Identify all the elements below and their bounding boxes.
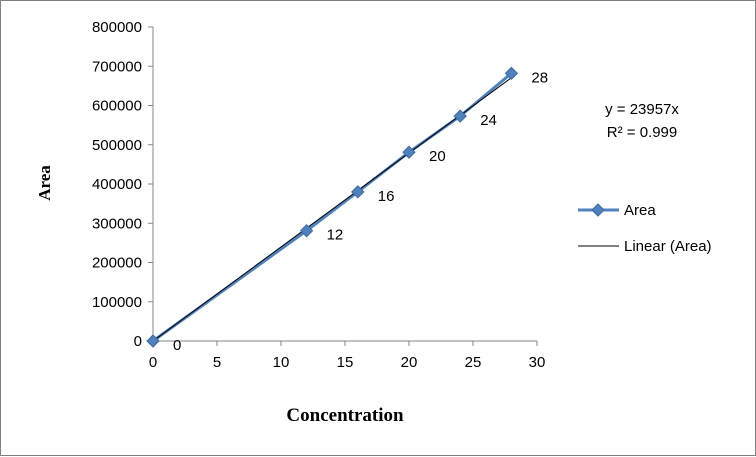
x-ticks: 0 5 10 15 20 25 30 [149,341,546,371]
x-tick-label: 0 [149,354,157,371]
x-tick-label: 10 [273,354,290,371]
data-point [299,224,314,238]
data-label: 24 [480,112,497,129]
y-tick-label: 100000 [92,294,142,311]
y-tick-label: 500000 [92,137,142,154]
y-tick-label: 600000 [92,98,142,115]
trendline-equation: y = 23957x R² = 0.999 [605,101,679,141]
data-point [504,66,519,81]
legend-swatch-area-marker [591,203,605,217]
y-tick-label: 0 [134,333,142,350]
x-tick-label: 30 [529,354,546,371]
y-tick-label: 200000 [92,255,142,272]
trendline-layer [152,77,512,342]
legend-label-linear: Linear (Area) [624,238,712,255]
data-point [351,185,365,199]
data-label: 16 [378,188,395,205]
data-label: 20 [429,148,446,165]
y-axis-title: Area [35,165,54,201]
y-tick-label: 400000 [92,176,142,193]
trendline-r-squared-text: R² = 0.999 [607,124,677,141]
y-tick-label: 300000 [92,215,142,232]
x-axis-title: Concentration [286,405,404,426]
data-point [146,334,160,348]
data-label: 12 [327,227,344,244]
x-tick-label: 5 [213,354,221,371]
data-point [453,109,467,123]
data-label-layer: 0 12 16 20 24 28 [173,69,548,354]
x-tick-label: 20 [401,354,418,371]
data-label: 0 [173,337,181,354]
marker-layer [146,66,519,348]
legend-label-area: Area [624,202,656,219]
y-tick-label: 800000 [92,19,142,36]
y-ticks: 0 100000 200000 300000 400000 500000 600000 700… [92,19,153,350]
data-point [402,145,416,159]
legend: Area Linear (Area) [578,202,712,255]
x-tick-label: 15 [337,354,354,371]
trendline-equation-text: y = 23957x [605,101,679,118]
x-tick-label: 25 [465,354,482,371]
trendline [152,77,512,342]
axes [152,27,537,342]
y-tick-label: 700000 [92,58,142,75]
data-label: 28 [531,69,548,86]
